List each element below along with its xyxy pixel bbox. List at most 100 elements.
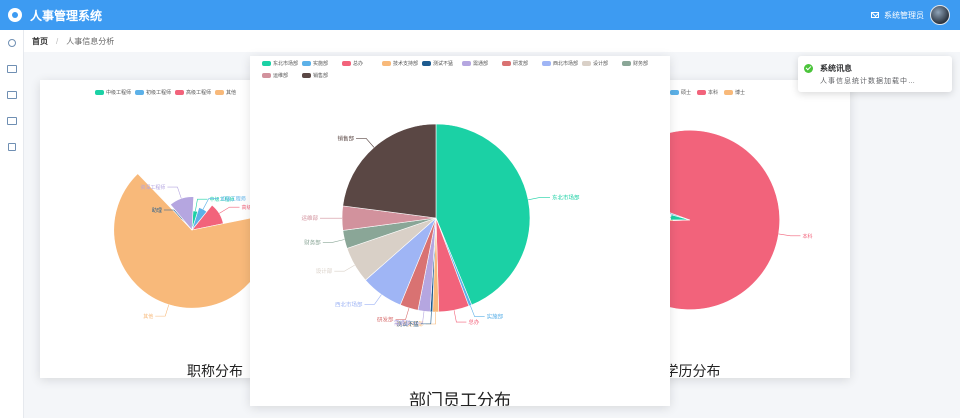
legend-swatch [622,61,631,66]
legend-item[interactable]: 本科 [697,89,718,96]
chart-icon[interactable] [7,91,17,99]
windows-icon[interactable] [8,143,16,151]
legend-item[interactable]: 初级工程师 [135,89,171,96]
legend-item[interactable]: 需通部 [462,60,488,67]
legend-label: 其他 [226,90,237,96]
legend-swatch [724,90,733,95]
avatar[interactable] [930,5,950,25]
legend-item[interactable]: 财务部 [622,60,648,67]
pie-label: 需通部 [394,319,411,327]
legend-item[interactable]: 西北市场部 [542,60,578,67]
legend-swatch [262,61,271,66]
pie-label: 技术支持部 [396,320,424,328]
pie-label: 助理 [152,207,162,214]
leader-line [155,304,170,317]
legend-item[interactable]: 总办 [342,60,363,67]
pie-slice-销售部[interactable] [342,123,437,219]
leader-line [202,198,219,210]
leader-line [778,233,801,237]
legend-label: 测试不猛 [433,61,454,67]
legend-label: 本科 [708,90,719,96]
legend-item[interactable]: 设计部 [582,60,608,67]
legend-item[interactable]: 中级工程师 [95,89,131,96]
pie-label: 运维部 [301,214,318,222]
legend-item[interactable]: 实施部 [302,60,328,67]
pie-label: 测试不猛 [397,320,420,328]
legend-label: 研发部 [513,61,529,67]
user-icon[interactable] [8,39,16,47]
chart-title: 职称分布 [187,363,243,378]
legend-label: 硕士 [681,90,692,96]
legend-swatch [502,61,511,66]
pie-slice-其他[interactable] [113,173,271,309]
mail-icon[interactable] [871,12,879,18]
legend-swatch [135,90,144,95]
legend-swatch [462,61,471,66]
notification-message: 人事信息统计数据加载中… [820,78,916,85]
leader-line [167,186,182,199]
leader-line [364,294,382,305]
legend-label: 设计部 [593,61,609,67]
legend-swatch [342,61,351,66]
legend-swatch [670,90,679,95]
legend-item[interactable]: 测试不猛 [422,60,453,67]
legend-item[interactable]: 技术支持部 [382,60,418,67]
legend-swatch [697,90,706,95]
leader-line [470,305,485,317]
legend-item[interactable]: 销售部 [302,72,328,79]
pie-label: 财务部 [304,238,321,246]
leader-line [219,206,240,214]
legend-label: 总办 [353,61,364,67]
pie-slice-东北市场部[interactable] [435,123,531,306]
breadcrumb: 首页 / 人事信息分析 [24,30,960,52]
logo-icon [8,8,22,22]
legend-swatch [95,90,104,95]
notification-title: 系统讯息 [820,64,852,73]
notification-toast: 系统讯息 人事信息统计数据加载中… [798,56,952,92]
legend-item[interactable]: 其他 [215,89,236,96]
legend-label: 东北市场部 [273,61,299,67]
header-user-area[interactable]: 系统管理员 [871,0,950,30]
admin-name[interactable]: 系统管理员 [884,10,924,20]
pie-label: 其他 [143,313,153,320]
legend-swatch [215,90,224,95]
legend-item[interactable]: 硕士 [670,89,691,96]
leader-line [163,209,183,220]
breadcrumb-home[interactable]: 首页 [32,36,48,46]
pie-label: 设计部 [316,267,333,275]
legend-label: 高级工程师 [186,90,212,96]
leader-line [195,198,208,212]
success-icon [804,64,813,73]
legend-label: 博士 [735,90,746,96]
leader-line [395,307,410,320]
leader-line [420,311,432,325]
legend-swatch [582,61,591,66]
leader-line [356,138,375,148]
legend-label: 中级工程师 [106,90,132,96]
legend-item[interactable]: 研发部 [502,60,528,67]
legend-item[interactable]: 东北市场部 [262,60,298,67]
legend-swatch [175,90,184,95]
legend-label: 需通部 [473,61,489,67]
department-distribution-card: 东北市场部 实施部 总办 技术支持部 测试不猛 需通部 研发部 西北市场部 设计部 财务部 运维部销… [250,56,670,406]
pie-label: 本科 [802,233,812,240]
legend-label: 实施部 [313,61,329,67]
pie-label: 西北市场部 [335,300,363,308]
chart-title: 学历分布 [664,363,721,378]
legend-swatch [302,61,311,66]
legend-swatch [262,73,271,78]
legend-item[interactable]: 博士 [724,89,745,96]
app-title: 人事管理系统 [30,8,103,23]
pie-label: 销售部 [338,134,355,142]
pie-label: 研发部 [377,316,394,324]
legend-item[interactable]: 运维部 [262,72,288,79]
id-card-icon[interactable] [7,65,17,73]
breadcrumb-current: 人事信息分析 [66,36,115,46]
leader-line [528,197,550,201]
legend-label: 销售部 [313,73,329,79]
legend-label: 运维部 [273,73,289,79]
bar-chart-icon[interactable] [7,117,17,125]
chart-title: 部门员工分布 [409,391,511,406]
legend-item[interactable]: 高级工程师 [175,89,211,96]
pie-label: 中级工程师 [209,196,234,203]
